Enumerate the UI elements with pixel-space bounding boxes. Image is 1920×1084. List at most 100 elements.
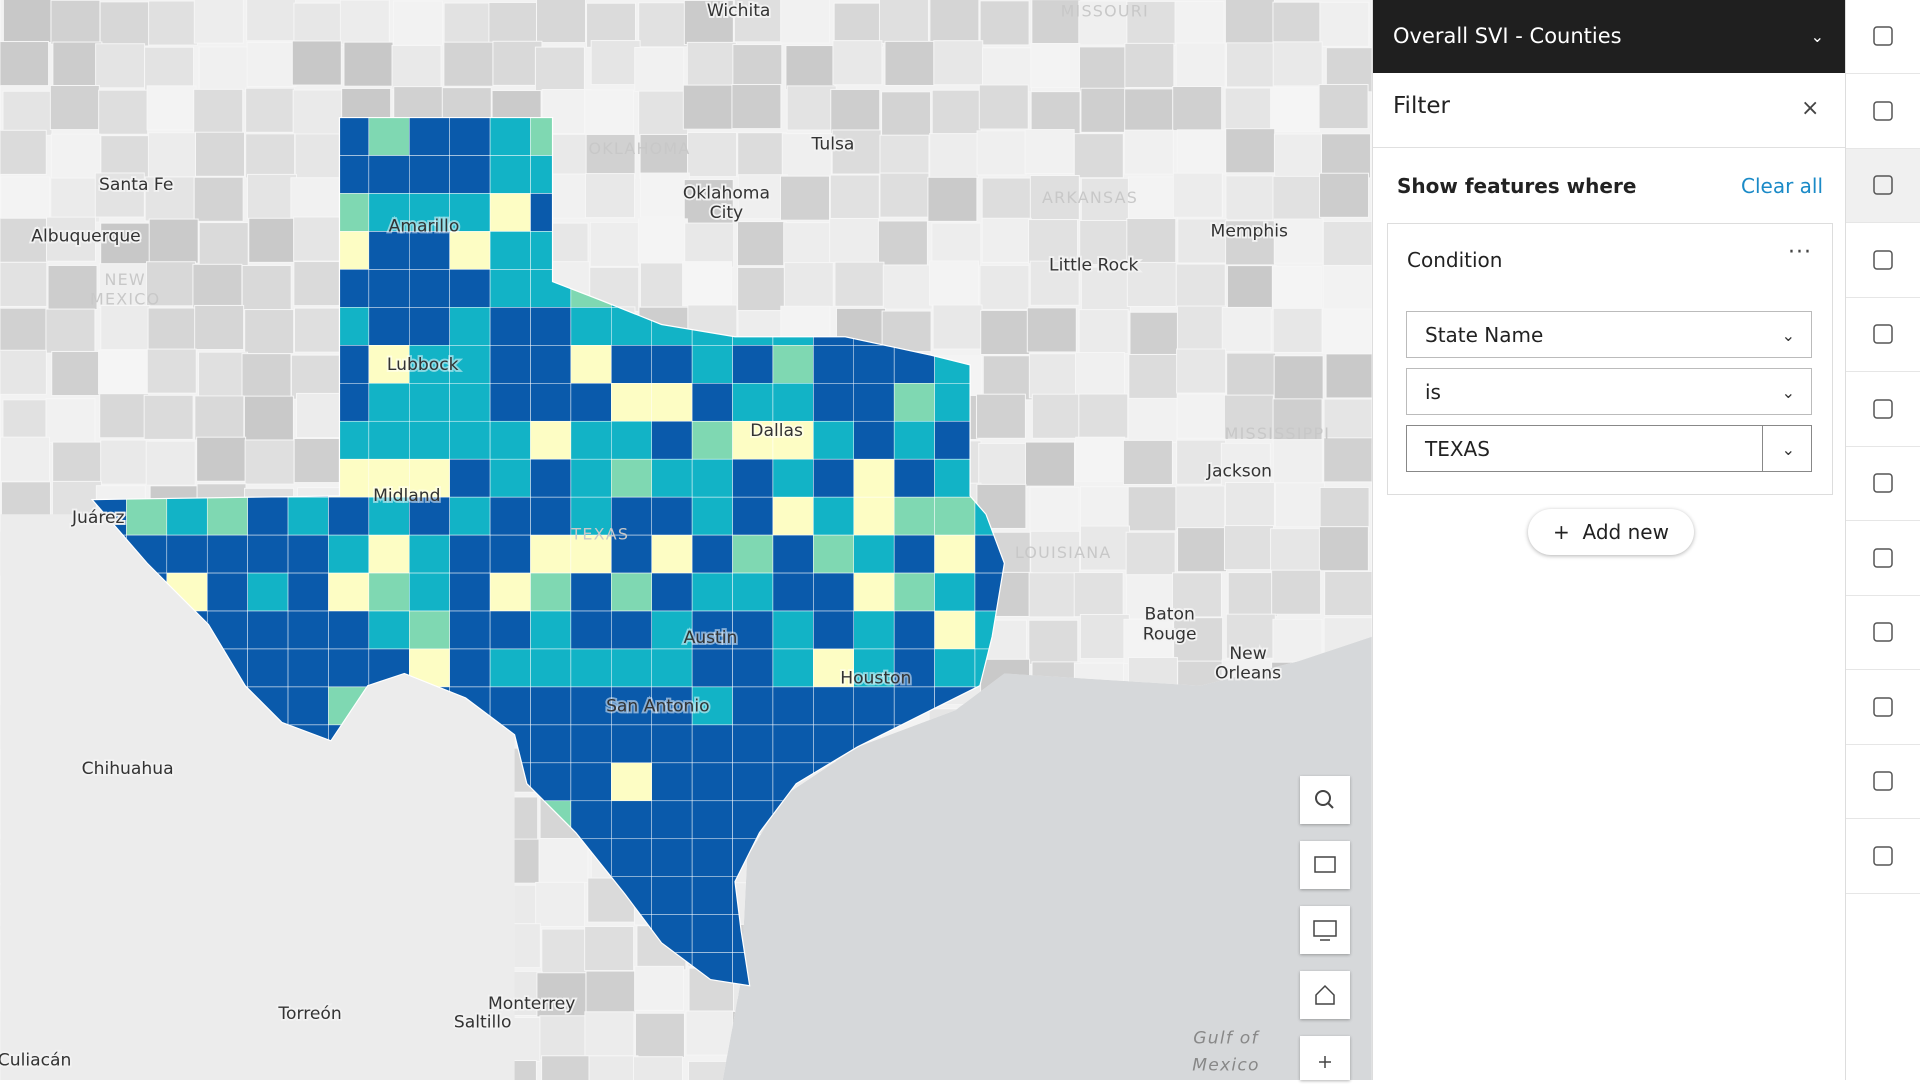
operator-dropdown[interactable]: is ⌄: [1406, 368, 1812, 415]
basemap-button[interactable]: [1300, 841, 1350, 889]
county: [449, 496, 491, 536]
close-button[interactable]: ×: [1801, 96, 1820, 121]
county: [196, 436, 247, 482]
county: [100, 439, 151, 485]
county: [611, 572, 652, 612]
county: [1225, 128, 1276, 174]
county: [538, 838, 589, 884]
county: [684, 222, 735, 268]
county: [691, 876, 733, 915]
county: [0, 307, 48, 353]
county: [1028, 572, 1079, 618]
county: [878, 0, 929, 44]
county: [443, 41, 494, 87]
county: [489, 458, 531, 498]
county: [651, 383, 693, 422]
county: [287, 534, 329, 574]
county: [813, 686, 855, 726]
tool-button[interactable]: [1846, 447, 1920, 521]
county: [589, 221, 640, 267]
county: [1126, 261, 1177, 307]
search-button[interactable]: [1300, 776, 1350, 824]
county: [246, 0, 297, 42]
county: [95, 43, 146, 89]
county: [691, 420, 733, 460]
add-new-button[interactable]: + Add new: [1528, 509, 1694, 555]
layer-header[interactable]: Overall SVI - Counties ⌄: [1373, 0, 1846, 73]
county: [539, 1015, 590, 1061]
county: [570, 383, 612, 422]
map-label: Chihuahua: [82, 759, 174, 779]
map-label: MEXICO: [90, 290, 160, 309]
county: [1124, 42, 1175, 88]
county: [489, 648, 531, 688]
county: [982, 355, 1033, 401]
county: [489, 117, 531, 156]
county: [1319, 486, 1370, 533]
map-label: Memphis: [1211, 221, 1288, 241]
county: [1075, 436, 1126, 482]
county: [737, 132, 788, 178]
county: [449, 383, 491, 422]
county: [530, 648, 572, 688]
county: [530, 496, 572, 536]
map-label: Juárez: [71, 508, 125, 528]
county: [691, 838, 733, 877]
county: [893, 383, 935, 422]
county: [292, 89, 343, 135]
tool-button[interactable]: [1846, 596, 1920, 670]
county: [633, 1056, 683, 1080]
county: [634, 1012, 685, 1058]
county: [0, 129, 47, 175]
county: [1226, 352, 1277, 398]
tool-button[interactable]: [1846, 373, 1920, 447]
county: [1026, 307, 1077, 353]
map-label: Rouge: [1143, 624, 1197, 644]
more-button[interactable]: ···: [1788, 240, 1812, 265]
county: [691, 458, 733, 498]
field-dropdown[interactable]: State Name ⌄: [1406, 311, 1812, 358]
tool-button[interactable]: [1846, 298, 1920, 372]
county: [1272, 307, 1323, 353]
county: [368, 420, 410, 460]
tool-button[interactable]: [1846, 75, 1920, 149]
map-label: New: [1229, 644, 1266, 664]
map[interactable]: Wichita MISSOURI OKLAHOMA Tulsa Santa Fe Okla…: [0, 0, 1372, 1080]
fullscreen-button[interactable]: [1300, 906, 1350, 954]
county: [813, 648, 855, 688]
tool-button[interactable]: [1846, 149, 1920, 223]
county: [772, 458, 814, 498]
county: [409, 345, 450, 384]
value-dropdown[interactable]: TEXAS ⌄: [1406, 425, 1812, 472]
county: [853, 383, 895, 422]
county: [1175, 263, 1226, 309]
county: [893, 572, 935, 612]
tool-button[interactable]: [1846, 671, 1920, 745]
map-label: Jackson: [1206, 461, 1272, 481]
map-label: Austin: [684, 628, 738, 648]
clear-all[interactable]: Clear all: [1741, 174, 1824, 198]
county: [934, 534, 976, 574]
tool-button[interactable]: [1846, 522, 1920, 596]
county: [143, 394, 194, 440]
county: [651, 762, 693, 802]
county: [449, 269, 491, 308]
map-label: Baton: [1145, 605, 1195, 625]
show-features-where: Show features where: [1397, 174, 1637, 198]
county: [541, 928, 592, 974]
county: [732, 534, 774, 574]
home-button[interactable]: [1300, 971, 1350, 1019]
county: [489, 155, 531, 194]
tool-button[interactable]: [1846, 820, 1920, 894]
tool-button[interactable]: [1846, 0, 1920, 74]
county: [328, 534, 370, 574]
tool-button[interactable]: [1846, 745, 1920, 819]
county: [651, 838, 693, 877]
county: [148, 218, 199, 264]
county: [409, 534, 450, 574]
county: [786, 85, 837, 131]
county: [829, 174, 880, 220]
zoom-in-button[interactable]: [1300, 1036, 1350, 1080]
tool-button[interactable]: [1846, 224, 1920, 298]
county: [1030, 43, 1081, 89]
